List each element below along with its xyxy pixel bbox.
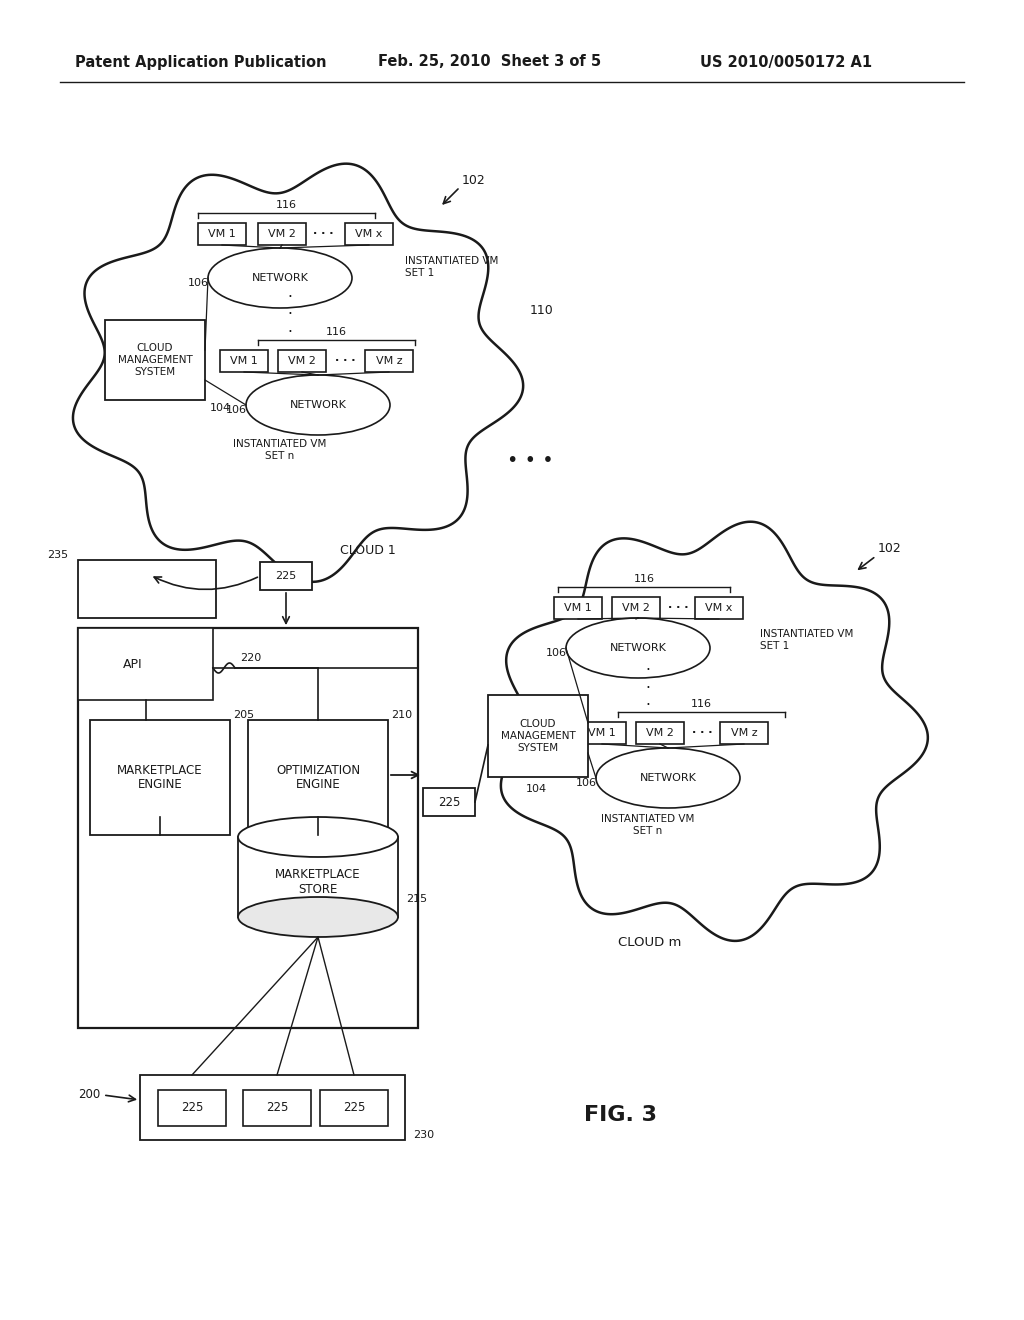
Text: · · ·: · · · (692, 729, 713, 738)
Text: VM 2: VM 2 (268, 228, 296, 239)
Text: 110: 110 (530, 304, 554, 317)
Text: 106: 106 (225, 405, 247, 414)
Text: ·
·
·: · · · (288, 290, 293, 339)
Text: INSTANTIATED VM
SET n: INSTANTIATED VM SET n (233, 440, 327, 461)
Text: 106: 106 (546, 648, 566, 657)
Text: · · ·: · · · (312, 228, 333, 239)
Text: 225: 225 (275, 572, 297, 581)
FancyBboxPatch shape (78, 628, 213, 700)
Text: 220: 220 (241, 653, 261, 663)
Text: API: API (123, 657, 142, 671)
Text: INSTANTIATED VM
SET 1: INSTANTIATED VM SET 1 (760, 630, 853, 651)
Text: NETWORK: NETWORK (609, 643, 667, 653)
Text: CLOUD
MANAGEMENT
SYSTEM: CLOUD MANAGEMENT SYSTEM (118, 343, 193, 376)
Text: 106: 106 (187, 279, 209, 288)
FancyBboxPatch shape (140, 1074, 406, 1140)
Text: VM 1: VM 1 (564, 603, 592, 612)
Text: · · ·: · · · (668, 603, 688, 612)
Text: 106: 106 (575, 777, 597, 788)
Text: 104: 104 (210, 403, 231, 413)
Text: 102: 102 (878, 541, 902, 554)
Text: · · ·: · · · (335, 356, 355, 366)
FancyBboxPatch shape (90, 719, 230, 836)
FancyBboxPatch shape (612, 597, 660, 619)
FancyBboxPatch shape (695, 597, 743, 619)
Text: 215: 215 (406, 894, 427, 904)
FancyBboxPatch shape (158, 1089, 226, 1126)
Text: Patent Application Publication: Patent Application Publication (75, 54, 327, 70)
Text: 235: 235 (47, 550, 68, 560)
FancyBboxPatch shape (345, 223, 393, 246)
Text: 200: 200 (78, 1089, 100, 1101)
Text: 102: 102 (462, 173, 485, 186)
Text: VM 2: VM 2 (622, 603, 650, 612)
Text: NETWORK: NETWORK (290, 400, 346, 411)
Text: 225: 225 (181, 1101, 203, 1114)
Text: FIG. 3: FIG. 3 (584, 1105, 656, 1125)
FancyBboxPatch shape (578, 722, 626, 744)
Text: US 2010/0050172 A1: US 2010/0050172 A1 (700, 54, 872, 70)
FancyBboxPatch shape (258, 223, 306, 246)
Ellipse shape (208, 248, 352, 308)
FancyBboxPatch shape (636, 722, 684, 744)
Text: OPTIMIZATION
ENGINE: OPTIMIZATION ENGINE (275, 763, 360, 792)
Text: NETWORK: NETWORK (640, 774, 696, 783)
Text: 225: 225 (266, 1101, 288, 1114)
Text: 210: 210 (391, 710, 412, 719)
FancyBboxPatch shape (220, 350, 268, 372)
Text: MARKETPLACE
ENGINE: MARKETPLACE ENGINE (117, 763, 203, 792)
Text: CLOUD m: CLOUD m (618, 936, 682, 949)
Text: 205: 205 (233, 710, 254, 719)
Ellipse shape (246, 375, 390, 436)
Text: 230: 230 (413, 1130, 434, 1140)
Text: NETWORK: NETWORK (252, 273, 308, 282)
FancyBboxPatch shape (105, 319, 205, 400)
FancyBboxPatch shape (554, 597, 602, 619)
Text: • • •: • • • (507, 450, 553, 470)
FancyBboxPatch shape (198, 223, 246, 246)
Text: Feb. 25, 2010  Sheet 3 of 5: Feb. 25, 2010 Sheet 3 of 5 (378, 54, 601, 70)
Text: VM 1: VM 1 (230, 356, 258, 366)
FancyBboxPatch shape (78, 628, 418, 1028)
Text: INSTANTIATED VM
SET n: INSTANTIATED VM SET n (601, 814, 694, 836)
FancyBboxPatch shape (423, 788, 475, 816)
Text: VM 1: VM 1 (588, 729, 615, 738)
Text: INSTANTIATED VM
SET 1: INSTANTIATED VM SET 1 (406, 256, 499, 277)
FancyBboxPatch shape (365, 350, 413, 372)
Text: VM 1: VM 1 (208, 228, 236, 239)
Ellipse shape (238, 817, 398, 857)
Text: VM x: VM x (355, 228, 383, 239)
FancyBboxPatch shape (243, 1089, 311, 1126)
Text: CLOUD
MANAGEMENT
SYSTEM: CLOUD MANAGEMENT SYSTEM (501, 719, 575, 752)
Text: CLOUD 1: CLOUD 1 (340, 544, 395, 557)
Text: 116: 116 (691, 700, 712, 709)
Ellipse shape (596, 748, 740, 808)
Text: 116: 116 (326, 327, 347, 337)
Text: 225: 225 (438, 796, 460, 808)
FancyBboxPatch shape (488, 696, 588, 777)
FancyBboxPatch shape (78, 560, 216, 618)
FancyBboxPatch shape (319, 1089, 388, 1126)
Text: VM x: VM x (706, 603, 733, 612)
Text: VM 2: VM 2 (646, 729, 674, 738)
Text: 104: 104 (526, 784, 547, 795)
Ellipse shape (566, 618, 710, 678)
Text: MARKETPLACE
STORE: MARKETPLACE STORE (275, 869, 360, 896)
Polygon shape (238, 837, 398, 917)
Text: ·
·
·: · · · (645, 663, 650, 713)
Polygon shape (73, 164, 523, 582)
FancyBboxPatch shape (260, 562, 312, 590)
Polygon shape (501, 521, 928, 941)
Text: 225: 225 (343, 1101, 366, 1114)
FancyBboxPatch shape (278, 350, 326, 372)
Text: VM 2: VM 2 (288, 356, 316, 366)
FancyBboxPatch shape (720, 722, 768, 744)
Text: VM z: VM z (731, 729, 758, 738)
Ellipse shape (238, 898, 398, 937)
Text: VM z: VM z (376, 356, 402, 366)
Text: 116: 116 (634, 574, 654, 583)
FancyBboxPatch shape (248, 719, 388, 836)
Text: 116: 116 (276, 201, 297, 210)
